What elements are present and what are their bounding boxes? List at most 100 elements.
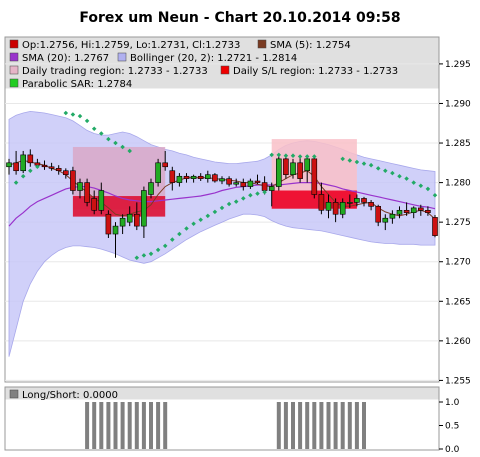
candle <box>283 158 289 175</box>
candle <box>134 213 140 227</box>
long-short-bar <box>347 402 352 449</box>
sar-point <box>20 174 26 179</box>
candle <box>375 206 382 223</box>
legend-label-sar: Parabolic SAR: 1.2784 <box>22 79 132 90</box>
y-axis: 1.295 1.290 1.285 1.280 1.275 1.270 1.265 1.260… <box>439 60 471 386</box>
candle <box>290 162 296 175</box>
long-short-bar <box>85 402 90 449</box>
candle <box>396 209 403 215</box>
long-short-bar <box>326 402 331 449</box>
legend-label-bollinger: Bollinger (20, 2): 1.2721 - 1.2814 <box>130 53 297 64</box>
legend-swatch-sma5 <box>257 39 267 49</box>
candle <box>389 213 396 219</box>
candle <box>403 209 410 213</box>
candle <box>233 182 239 185</box>
candle <box>425 209 431 213</box>
sar-point <box>99 131 104 136</box>
long-short-bar <box>291 402 295 449</box>
legend-swatch-sma20 <box>9 52 19 62</box>
candle <box>275 158 282 187</box>
sub-legend-background <box>5 387 439 400</box>
y-tick-label: 1.295 <box>445 60 471 70</box>
sar-point <box>283 153 289 158</box>
long-short-bar <box>354 402 359 449</box>
sub-y-tick-label: 0.0 <box>445 445 460 455</box>
candle <box>155 162 161 183</box>
sar-point <box>70 112 76 117</box>
sar-point <box>35 164 40 170</box>
legend-background <box>5 37 439 89</box>
sar-point <box>418 183 424 189</box>
long-short-bar <box>333 402 338 449</box>
y-tick-label: 1.270 <box>445 258 471 268</box>
sar-point <box>361 161 367 166</box>
candle <box>254 180 261 183</box>
long-short-bar <box>283 402 288 449</box>
sar-point <box>262 189 267 195</box>
candle <box>148 182 154 195</box>
sar-point <box>84 118 90 124</box>
candle <box>410 207 417 213</box>
long-short-bar <box>298 402 303 449</box>
candle <box>141 190 147 227</box>
sar-point <box>347 158 353 163</box>
candle <box>325 202 332 211</box>
y-tick-label: 1.255 <box>445 376 471 386</box>
long-short-bar <box>141 402 146 449</box>
long-short-bar <box>99 402 104 449</box>
sar-point <box>397 174 402 179</box>
long-short-bar <box>134 402 139 449</box>
sar-point <box>354 159 360 165</box>
y-tick-label: 1.260 <box>445 337 471 347</box>
candle <box>105 213 112 235</box>
long-short-bar <box>312 402 317 449</box>
candle <box>41 164 48 168</box>
candle <box>346 202 353 204</box>
long-short-bar <box>120 402 125 449</box>
legend-swatch-long-short <box>9 389 19 399</box>
candle <box>417 207 424 211</box>
candle <box>48 166 55 169</box>
sar-point <box>134 255 140 261</box>
long-short-bars <box>85 402 366 449</box>
long-short-bar <box>163 402 168 449</box>
candle <box>91 198 97 211</box>
long-short-bar <box>127 402 132 449</box>
long-short-bar <box>106 402 111 449</box>
candles <box>6 149 438 258</box>
candle <box>268 186 275 191</box>
candle <box>162 162 168 168</box>
candle <box>240 182 247 187</box>
legend-label-trading-region: Daily trading region: 1.2733 - 1.2733 <box>22 66 208 77</box>
legend-swatch-sar <box>9 78 19 88</box>
sub-y-tick-label: 0.5 <box>445 422 459 432</box>
candle <box>247 180 254 187</box>
legend: Op:1.2756, Hi:1.2759, Lo:1.2731, Cl:1.27… <box>9 39 398 90</box>
candle <box>354 198 360 203</box>
candle <box>432 217 438 236</box>
candle <box>318 194 325 211</box>
candle <box>27 154 34 164</box>
candle <box>6 162 12 168</box>
candle <box>226 178 232 185</box>
y-tick-label: 1.285 <box>445 139 471 149</box>
legend-swatch-sl-region <box>220 65 230 75</box>
long-short-bar <box>92 402 97 449</box>
legend-label-ohlc: Op:1.2756, Hi:1.2759, Lo:1.2731, Cl:1.27… <box>22 40 240 51</box>
legend-label-long-short: Long/Short: 0.0000 <box>22 390 118 401</box>
candle <box>304 158 311 172</box>
candle <box>205 174 211 179</box>
candle <box>119 217 126 227</box>
long-short-bar <box>362 402 366 449</box>
sar-point <box>141 253 147 258</box>
long-short-bar <box>276 402 281 449</box>
candle <box>126 213 133 223</box>
sar-point <box>77 113 83 119</box>
candle <box>13 162 19 172</box>
long-short-bar <box>156 402 161 449</box>
long-short-bar <box>319 402 324 449</box>
candle <box>70 170 76 191</box>
candle <box>169 170 176 183</box>
candle <box>20 154 27 172</box>
legend-swatch-bollinger <box>117 52 127 62</box>
